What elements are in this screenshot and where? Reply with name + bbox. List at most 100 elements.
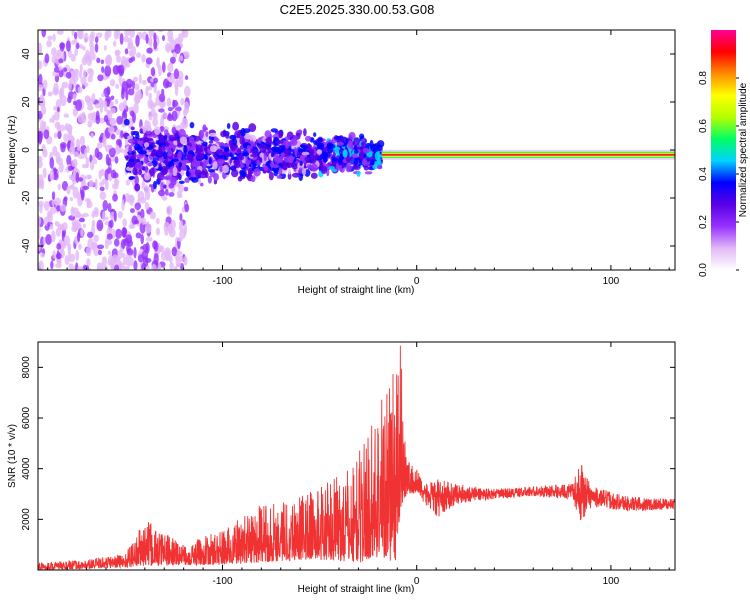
spectrogram-cell bbox=[104, 237, 109, 250]
spectrogram-cell bbox=[212, 161, 218, 170]
spectrogram-cell bbox=[38, 159, 43, 169]
spectrogram-cell bbox=[91, 93, 96, 103]
spectrogram-cell bbox=[118, 139, 123, 148]
spectrogram-cell bbox=[278, 155, 283, 164]
spectrogram-cell bbox=[117, 64, 125, 75]
spectrogram-cell bbox=[143, 142, 150, 148]
spectrogram-cell bbox=[81, 111, 86, 122]
spectrogram-cell bbox=[66, 124, 73, 132]
spectrogram-cell bbox=[38, 215, 42, 227]
snr-y-axis-title: SNR (10 * v/v) bbox=[7, 424, 18, 488]
spectrogram-cell bbox=[178, 180, 185, 184]
spectrogram-cell bbox=[80, 189, 85, 201]
colorbar-title: Normalized spectral amplitude bbox=[738, 82, 749, 217]
spectrogram-cell bbox=[183, 256, 188, 266]
spectrogram-cell bbox=[167, 106, 174, 112]
spectrogram-cell bbox=[83, 69, 87, 79]
snr-y-tick-label: 6000 bbox=[21, 406, 32, 429]
snr-x-tick-label: -100 bbox=[212, 576, 232, 587]
spectrogram-cell bbox=[42, 149, 48, 158]
spectrogram-cell bbox=[166, 45, 173, 51]
spectrogram-cell bbox=[136, 154, 144, 159]
spectrogram-cell bbox=[51, 47, 57, 57]
spectrogram-cell bbox=[139, 208, 145, 220]
spectrogram-x-axis-title: Height of straight line (km) bbox=[298, 285, 415, 296]
spectrogram-cell bbox=[102, 199, 109, 212]
spectrogram-cell bbox=[133, 102, 139, 114]
spectrogram-cell bbox=[237, 155, 245, 161]
spectrogram-cell bbox=[38, 242, 41, 251]
spectrogram-cell bbox=[135, 133, 140, 140]
spectrogram-cell bbox=[110, 107, 116, 114]
spectrogram-cell bbox=[96, 262, 104, 270]
spectrogram-cell bbox=[96, 219, 104, 232]
spectrogram-cell bbox=[144, 126, 152, 132]
spectrogram-cell bbox=[196, 153, 205, 160]
spectrogram-cell bbox=[289, 138, 298, 147]
spectrogram-cell bbox=[102, 140, 107, 148]
spectrogram-cell bbox=[101, 92, 105, 98]
spectrogram-cell bbox=[104, 106, 108, 112]
spectrogram-cell bbox=[86, 199, 90, 209]
spectrogram-cell bbox=[165, 158, 169, 166]
spectrogram-cell bbox=[56, 30, 64, 35]
spectrogram-cell bbox=[183, 186, 189, 192]
spectrogram-cell bbox=[228, 139, 234, 144]
spectrogram-cell bbox=[54, 201, 60, 206]
spectrogram-cell bbox=[135, 232, 142, 239]
spectrogram-cell bbox=[368, 160, 375, 166]
spectrogram-cell bbox=[88, 68, 94, 78]
spectrogram-cell bbox=[362, 158, 368, 166]
spectrogram-cell bbox=[70, 139, 75, 152]
spectrogram-cell bbox=[58, 162, 64, 173]
spectrogram-cell bbox=[49, 223, 54, 230]
spectrogram-cell bbox=[248, 123, 257, 133]
spectrogram-cell bbox=[275, 139, 284, 144]
spectrogram-cell bbox=[158, 108, 165, 113]
spectrogram-cell bbox=[181, 118, 189, 127]
spectrogram-cell bbox=[139, 150, 148, 155]
spectrogram-cell bbox=[130, 126, 135, 131]
spectrogram-cell bbox=[212, 137, 220, 142]
spectrogram-cell bbox=[286, 161, 292, 169]
spectrogram-cell bbox=[110, 133, 116, 140]
spectrogram-cell bbox=[144, 223, 152, 234]
spectrogram-cell bbox=[229, 152, 233, 157]
spectrogram-cell bbox=[87, 105, 94, 111]
spectrogram-cell bbox=[265, 136, 273, 145]
spectrogram-cell bbox=[169, 255, 173, 264]
spectrogram-cell bbox=[301, 151, 310, 156]
spectrogram-cell bbox=[331, 168, 338, 173]
spectrogram-cell bbox=[113, 264, 120, 270]
colorbar: 0.0 0.2 0.4 0.6 0.8 Normalized spectral ampl… bbox=[698, 30, 749, 277]
spectrogram-cell bbox=[200, 182, 204, 187]
spectrogram-cell bbox=[64, 255, 70, 266]
spectrogram-cell bbox=[209, 132, 217, 137]
spectrogram-cell bbox=[81, 56, 88, 66]
spectrogram-cell bbox=[179, 255, 184, 263]
spectrogram-cell bbox=[90, 160, 95, 171]
spectrogram-cell bbox=[149, 211, 156, 220]
spectrogram-cell bbox=[110, 95, 115, 101]
spectrogram-cell bbox=[165, 249, 171, 261]
spectrogram-cell bbox=[165, 81, 173, 88]
spectrogram-cell bbox=[123, 35, 129, 43]
spectrogram-cell bbox=[103, 45, 107, 51]
spectrogram-cell bbox=[47, 211, 53, 223]
spectrogram-cell bbox=[303, 128, 307, 137]
spectrogram-cell bbox=[272, 164, 280, 169]
spectrogram-cell bbox=[121, 226, 127, 238]
spectrogram-cell bbox=[239, 171, 247, 178]
spectrogram-cell bbox=[40, 105, 47, 116]
spectrogram-cell bbox=[41, 30, 47, 38]
spectrogram-cell bbox=[63, 67, 68, 72]
spectrogram-cell bbox=[200, 168, 208, 176]
spectrogram-cell bbox=[56, 49, 62, 56]
spectrogram-cell bbox=[109, 219, 114, 229]
spectrogram-cell bbox=[56, 242, 62, 250]
spectrogram-cell bbox=[80, 228, 84, 237]
spectrogram-cell bbox=[109, 79, 116, 87]
spectrogram-cell bbox=[125, 78, 133, 88]
colorbar-tick-label: 0.6 bbox=[698, 119, 709, 133]
spectrogram-cell bbox=[354, 149, 359, 154]
